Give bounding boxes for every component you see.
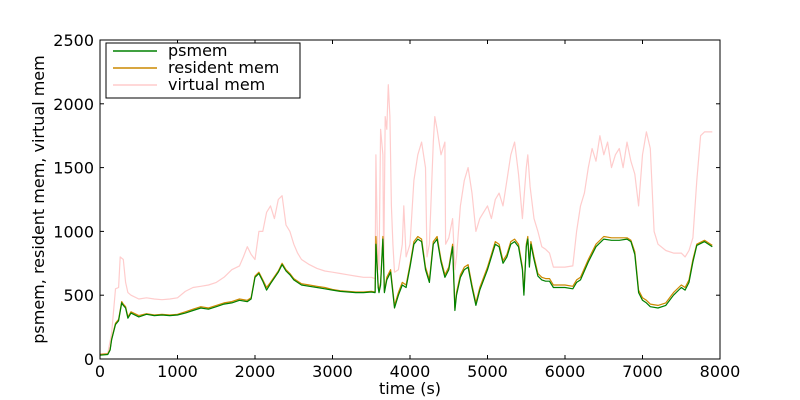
x-tick-label: 5000 — [467, 362, 508, 381]
legend-label: psmem — [168, 41, 228, 60]
legend-label: resident mem — [168, 58, 279, 77]
x-tick-label: 1000 — [157, 362, 198, 381]
y-tick-label: 1500 — [53, 159, 94, 178]
legend-label: virtual mem — [168, 75, 265, 94]
axis-ticks: 0 1000 2000 3000 4000 5000 6000 7000 8000 0 500 100… — [53, 31, 740, 381]
x-tick-label: 2000 — [235, 362, 276, 381]
y-tick-label: 0 — [84, 350, 94, 369]
x-tick-label: 0 — [95, 362, 105, 381]
x-tick-label: 8000 — [700, 362, 741, 381]
y-tick-label: 500 — [63, 286, 94, 305]
x-tick-label: 6000 — [545, 362, 586, 381]
series-line-virtual-mem — [99, 84, 713, 355]
y-axis-label: psmem, resident mem, virtual mem — [29, 55, 48, 343]
x-tick-label: 7000 — [622, 362, 663, 381]
x-axis-label: time (s) — [379, 379, 441, 398]
legend-box — [105, 42, 301, 99]
plot-area — [99, 84, 713, 356]
x-tick-label: 3000 — [312, 362, 353, 381]
y-tick-label: 1000 — [53, 222, 94, 241]
y-tick-label: 2000 — [53, 95, 94, 114]
x-tick-label: 4000 — [390, 362, 431, 381]
y-tick-label: 2500 — [53, 31, 94, 50]
series-line-psmem — [99, 238, 713, 356]
